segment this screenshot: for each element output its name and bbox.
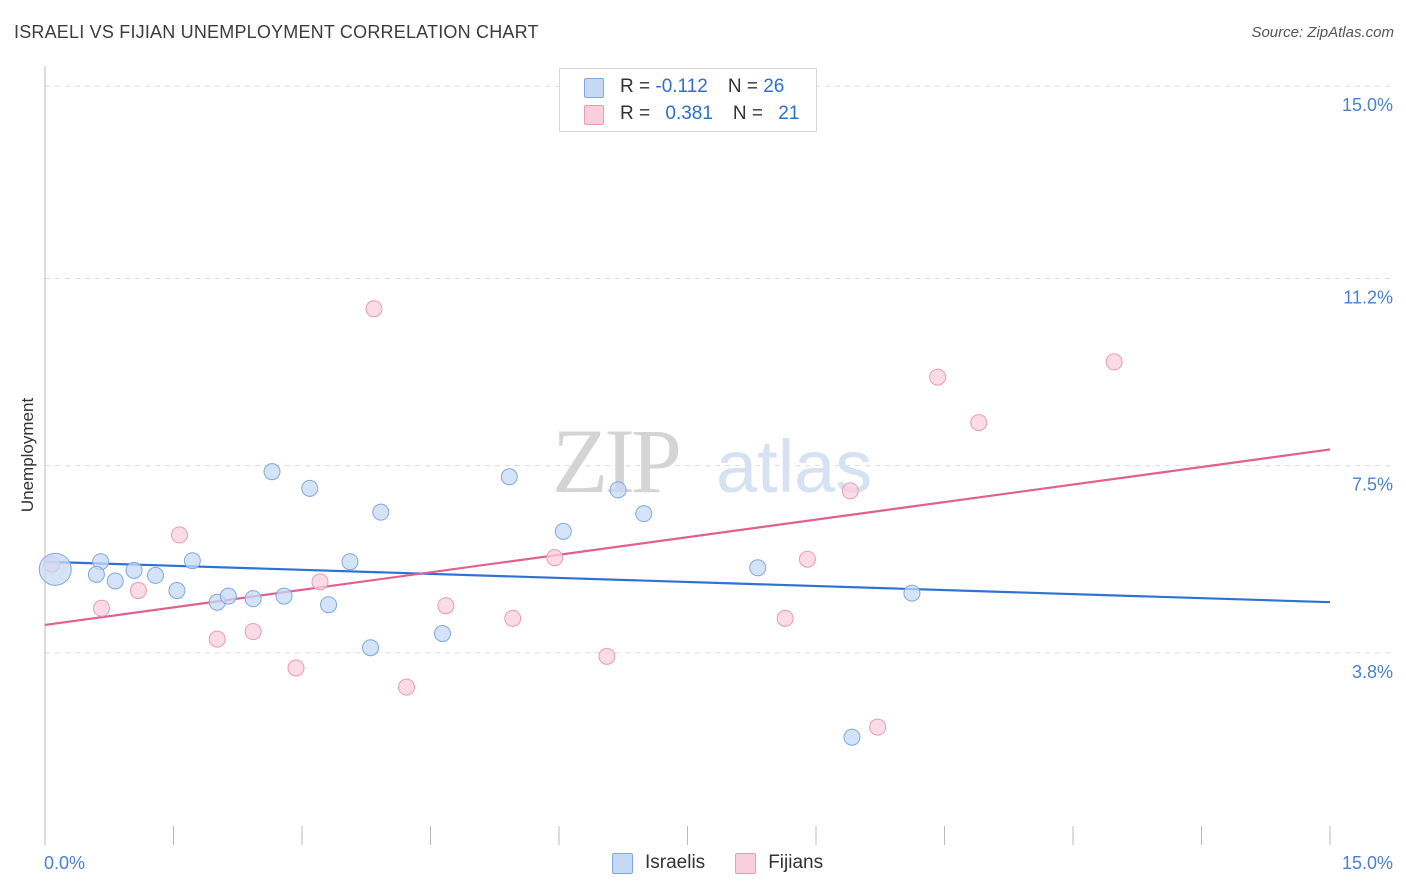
legend-item-israelis: Israelis	[612, 852, 705, 874]
fijians-point-1	[93, 599, 111, 617]
fijians-legend-label: Fijians	[768, 852, 824, 873]
x-tick-label-1: 15.0%	[1342, 853, 1393, 873]
israelis-n-label: N =	[727, 76, 764, 97]
israelis-point-20	[554, 522, 572, 540]
trend-lines	[44, 448, 1331, 627]
legend-row-israelis: R = -0.112 N = 26	[584, 75, 785, 99]
source-label: Source: ZipAtlas.com	[1251, 24, 1394, 41]
correlation-legend: R = -0.112 N = 26 R = 0.381 N = 21	[559, 68, 817, 132]
y-axis-label: Unemployment	[18, 398, 37, 513]
fijians-point-12	[546, 549, 564, 567]
israelis-point-19	[500, 468, 518, 486]
fijians-point-19	[970, 414, 988, 432]
fijians-r-label: R =	[620, 103, 656, 124]
y-tick-label-3: 15.0%	[1342, 95, 1393, 115]
y-tick-label-2: 11.2%	[1343, 287, 1393, 307]
fijians-point-7	[311, 573, 329, 591]
chart-title: ISRAELI VS FIJIAN UNEMPLOYMENT CORRELATI…	[14, 22, 539, 42]
israelis-point-18	[433, 625, 451, 643]
israelis-point-6	[168, 582, 186, 600]
israelis-point-21	[609, 481, 627, 499]
trend-line-israelis	[44, 560, 1331, 604]
israelis-legend-swatch	[612, 852, 633, 874]
legend-item-fijians: Fijians	[735, 852, 823, 874]
israelis-point-23	[749, 559, 767, 577]
legend-row-fijians: R = 0.381 N = 21	[584, 102, 800, 126]
trend-line-fijians	[44, 448, 1331, 627]
fijians-r-value: 0.381	[665, 103, 713, 124]
fijians-point-10	[437, 597, 455, 615]
fijians-point-16	[841, 482, 859, 500]
x-tick-labels: 0.0% 15.0%	[44, 853, 1393, 873]
fijians-point-6	[287, 659, 305, 677]
israelis-r-value: -0.112	[655, 76, 708, 97]
fijians-point-3	[170, 526, 188, 544]
fijians-n-value: 21	[778, 103, 800, 124]
israelis-point-0	[38, 552, 72, 586]
fijians-point-9	[398, 678, 416, 696]
fijians-legend-swatch	[735, 852, 757, 874]
israelis-point-9	[219, 587, 237, 605]
fijians-point-4	[208, 630, 226, 648]
israelis-point-13	[301, 479, 319, 497]
x-tick-label-0: 0.0%	[44, 853, 85, 873]
israelis-point-11	[263, 463, 281, 481]
israelis-point-25	[903, 584, 921, 602]
israelis-point-4	[125, 561, 143, 579]
y-tick-labels: 3.8% 7.5% 11.2% 15.0%	[1342, 95, 1393, 682]
series-legend: Israelis Fijians	[612, 852, 853, 874]
y-tick-label-0: 3.8%	[1352, 662, 1393, 682]
israelis-point-10	[244, 590, 262, 608]
fijians-point-8	[365, 300, 383, 318]
israelis-swatch	[584, 78, 604, 98]
israelis-point-17	[372, 503, 390, 521]
israelis-point-7	[183, 552, 201, 570]
fijians-swatch	[584, 105, 604, 125]
fijians-point-13	[598, 647, 616, 665]
israelis-point-14	[320, 596, 338, 614]
points	[38, 300, 1123, 746]
israelis-point-12	[275, 587, 293, 605]
fijians-point-20	[1105, 353, 1123, 371]
axes	[44, 66, 1331, 845]
israelis-point-24	[843, 728, 861, 746]
israelis-point-5	[147, 566, 165, 584]
israelis-point-22	[635, 505, 653, 523]
fijians-point-17	[869, 718, 887, 736]
israelis-point-3	[106, 572, 124, 590]
israelis-point-15	[341, 553, 359, 571]
fijians-point-14	[776, 609, 794, 627]
fijians-point-11	[504, 609, 522, 627]
fijians-point-5	[244, 623, 262, 641]
israelis-r-label: R =	[620, 76, 656, 97]
israelis-legend-label: Israelis	[645, 852, 706, 873]
fijians-point-15	[798, 550, 816, 568]
israelis-point-16	[362, 639, 380, 657]
watermark: ZIP atlas	[552, 410, 872, 512]
fijians-point-18	[929, 368, 947, 386]
y-tick-label-1: 7.5%	[1352, 475, 1393, 495]
fijians-n-label: N =	[732, 103, 769, 124]
israelis-n-value: 26	[763, 76, 785, 97]
fijians-point-2	[129, 582, 147, 600]
israelis-point-2	[87, 565, 105, 583]
